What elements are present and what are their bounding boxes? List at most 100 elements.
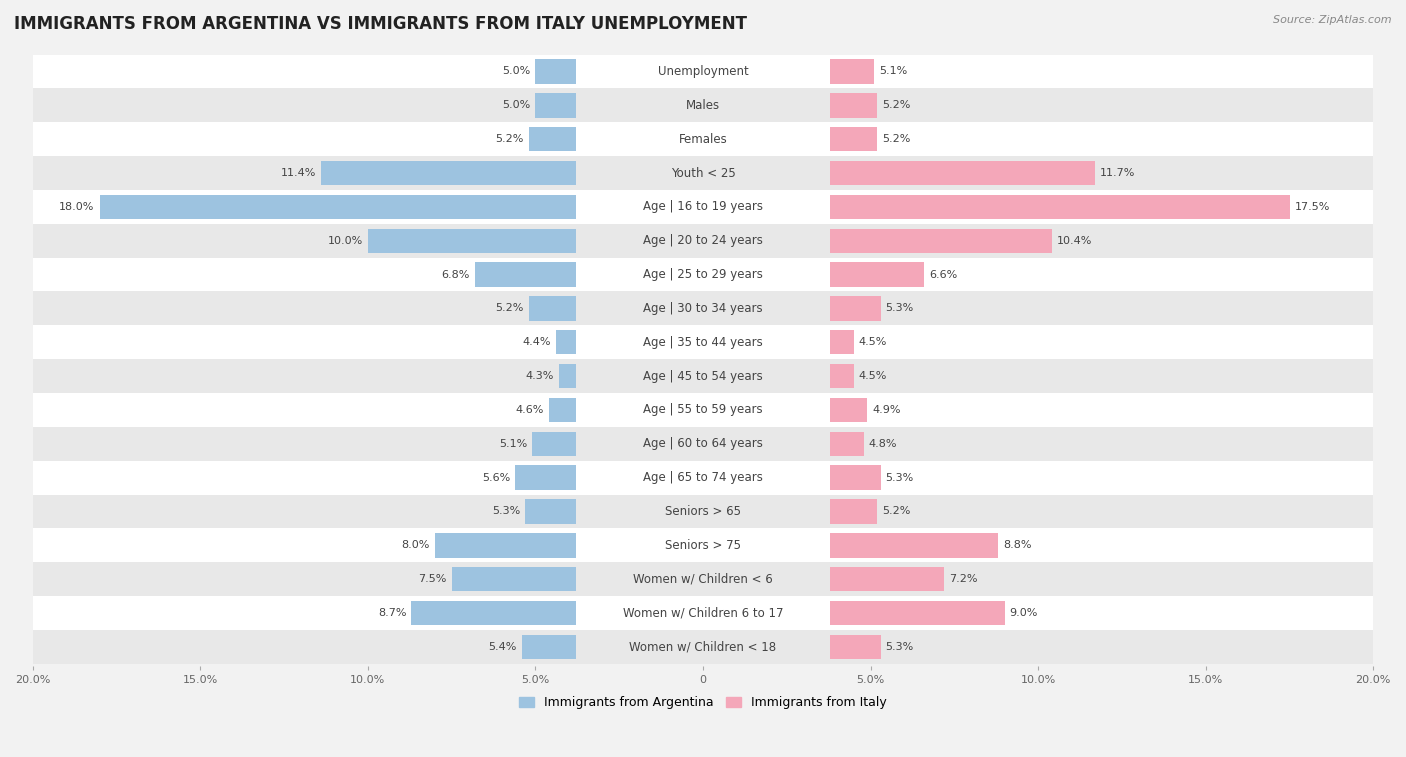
Bar (32, 562, 1374, 596)
Bar (529, 127, 575, 151)
Text: 5.2%: 5.2% (883, 101, 911, 111)
Text: 5.2%: 5.2% (883, 506, 911, 516)
Bar (32, 596, 1374, 630)
Bar (531, 431, 575, 456)
Text: Age | 55 to 59 years: Age | 55 to 59 years (643, 403, 763, 416)
Text: 11.4%: 11.4% (281, 168, 316, 178)
Bar (831, 634, 880, 659)
Bar (831, 567, 945, 591)
Bar (831, 533, 998, 558)
Text: IMMIGRANTS FROM ARGENTINA VS IMMIGRANTS FROM ITALY UNEMPLOYMENT: IMMIGRANTS FROM ARGENTINA VS IMMIGRANTS … (14, 15, 747, 33)
Bar (536, 93, 575, 117)
Bar (32, 224, 1374, 257)
Bar (831, 466, 880, 490)
Bar (32, 326, 1374, 359)
Bar (516, 466, 575, 490)
Text: 8.8%: 8.8% (1002, 540, 1032, 550)
Text: 6.6%: 6.6% (929, 269, 957, 279)
Text: Age | 60 to 64 years: Age | 60 to 64 years (643, 438, 763, 450)
Bar (32, 55, 1374, 89)
Text: 11.7%: 11.7% (1099, 168, 1136, 178)
Bar (529, 296, 575, 321)
Text: 5.4%: 5.4% (489, 642, 517, 652)
Bar (831, 330, 853, 354)
Bar (32, 291, 1374, 326)
Text: Seniors > 75: Seniors > 75 (665, 539, 741, 552)
Text: 5.2%: 5.2% (883, 134, 911, 144)
Bar (32, 393, 1374, 427)
Bar (831, 229, 1052, 253)
Bar (32, 528, 1374, 562)
Text: 10.0%: 10.0% (328, 235, 363, 246)
Text: Source: ZipAtlas.com: Source: ZipAtlas.com (1274, 15, 1392, 25)
Bar (831, 127, 877, 151)
Text: 5.3%: 5.3% (492, 506, 520, 516)
Bar (522, 634, 575, 659)
Text: Females: Females (679, 132, 727, 145)
Bar (831, 195, 1289, 219)
Bar (32, 190, 1374, 224)
Bar (32, 359, 1374, 393)
Bar (831, 500, 877, 524)
Text: Unemployment: Unemployment (658, 65, 748, 78)
Text: 8.7%: 8.7% (378, 608, 406, 618)
Bar (831, 364, 853, 388)
Text: Age | 45 to 54 years: Age | 45 to 54 years (643, 369, 763, 382)
Bar (831, 601, 1005, 625)
Bar (451, 567, 575, 591)
Text: 5.3%: 5.3% (886, 304, 914, 313)
Bar (831, 160, 1095, 185)
Bar (526, 500, 575, 524)
Text: 5.6%: 5.6% (482, 472, 510, 483)
Text: Age | 30 to 34 years: Age | 30 to 34 years (643, 302, 763, 315)
Text: 5.3%: 5.3% (886, 642, 914, 652)
Bar (321, 160, 575, 185)
Text: 5.0%: 5.0% (502, 101, 530, 111)
Bar (412, 601, 575, 625)
Text: 5.2%: 5.2% (495, 304, 523, 313)
Text: Youth < 25: Youth < 25 (671, 167, 735, 179)
Text: 4.8%: 4.8% (869, 439, 897, 449)
Text: 4.5%: 4.5% (859, 371, 887, 381)
Bar (32, 257, 1374, 291)
Text: 5.0%: 5.0% (502, 67, 530, 76)
Text: Age | 16 to 19 years: Age | 16 to 19 years (643, 201, 763, 213)
Bar (831, 59, 875, 84)
Text: 4.4%: 4.4% (522, 338, 551, 347)
Bar (32, 494, 1374, 528)
Bar (831, 397, 868, 422)
Text: Age | 20 to 24 years: Age | 20 to 24 years (643, 234, 763, 248)
Legend: Immigrants from Argentina, Immigrants from Italy: Immigrants from Argentina, Immigrants fr… (515, 691, 891, 715)
Bar (32, 427, 1374, 461)
Bar (32, 461, 1374, 494)
Bar (536, 59, 575, 84)
Bar (831, 93, 877, 117)
Text: 18.0%: 18.0% (59, 202, 94, 212)
Text: 4.5%: 4.5% (859, 338, 887, 347)
Text: 5.3%: 5.3% (886, 472, 914, 483)
Bar (831, 431, 863, 456)
Text: Age | 65 to 74 years: Age | 65 to 74 years (643, 471, 763, 484)
Text: 4.9%: 4.9% (872, 405, 901, 415)
Bar (32, 630, 1374, 664)
Text: Seniors > 65: Seniors > 65 (665, 505, 741, 518)
Bar (32, 122, 1374, 156)
Text: 7.5%: 7.5% (418, 575, 447, 584)
Text: 9.0%: 9.0% (1010, 608, 1038, 618)
Bar (831, 263, 924, 287)
Text: 8.0%: 8.0% (402, 540, 430, 550)
Text: 17.5%: 17.5% (1295, 202, 1330, 212)
Text: Age | 35 to 44 years: Age | 35 to 44 years (643, 336, 763, 349)
Bar (831, 296, 880, 321)
Bar (32, 156, 1374, 190)
Text: 10.4%: 10.4% (1056, 235, 1092, 246)
Bar (558, 364, 575, 388)
Text: Males: Males (686, 99, 720, 112)
Text: Women w/ Children < 6: Women w/ Children < 6 (633, 573, 773, 586)
Text: Women w/ Children 6 to 17: Women w/ Children 6 to 17 (623, 606, 783, 619)
Bar (100, 195, 575, 219)
Bar (434, 533, 575, 558)
Text: 5.1%: 5.1% (499, 439, 527, 449)
Bar (32, 89, 1374, 122)
Text: 4.6%: 4.6% (516, 405, 544, 415)
